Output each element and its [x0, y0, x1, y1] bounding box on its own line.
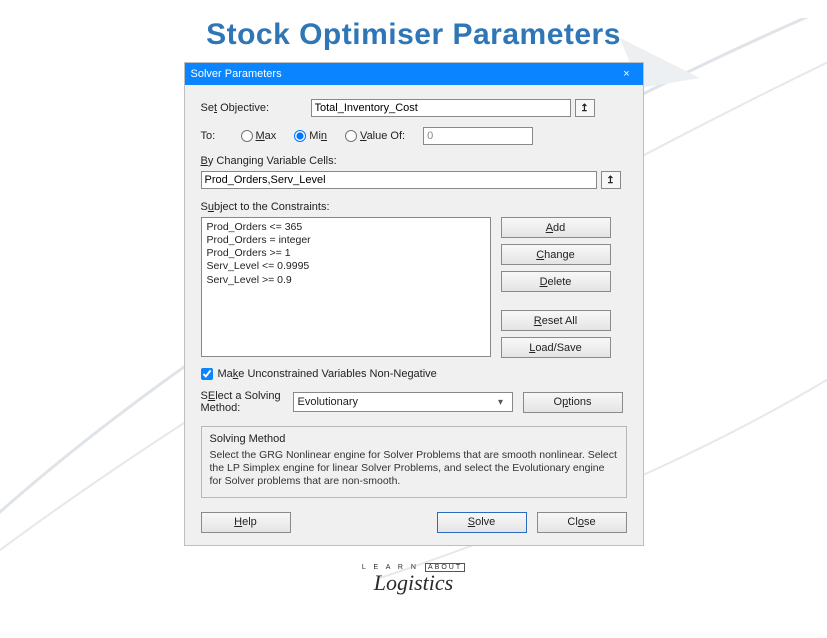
method-select-value: Evolutionary [298, 396, 359, 408]
chevron-down-icon: ▾ [494, 395, 508, 409]
to-label: To: [201, 130, 241, 142]
add-button[interactable]: Add [501, 217, 611, 238]
constraints-listbox[interactable]: Prod_Orders <= 365 Prod_Orders = integer… [201, 217, 491, 357]
reset-all-button[interactable]: Reset All [501, 310, 611, 331]
radio-max-label: Max [256, 130, 277, 142]
titlebar-title: Solver Parameters [191, 68, 617, 80]
delete-button[interactable]: Delete [501, 271, 611, 292]
page-title: Stock Optimiser Parameters [0, 18, 827, 52]
logo-main: Logistics [0, 570, 827, 596]
radio-valueof-input[interactable] [345, 130, 357, 142]
objective-input[interactable] [311, 99, 571, 117]
method-label: SElect a Solving Method: [201, 390, 283, 414]
radio-valueof[interactable]: Value Of: [345, 130, 405, 142]
changing-input[interactable] [201, 171, 597, 189]
radio-min-label: Min [309, 130, 327, 142]
radio-valueof-label: Value Of: [360, 130, 405, 142]
changing-ref-button[interactable]: ↥ [601, 171, 621, 189]
solving-method-box: Solving Method Select the GRG Nonlinear … [201, 426, 627, 497]
constraints-label: Subject to the Constraints: [201, 201, 627, 213]
objective-ref-button[interactable]: ↥ [575, 99, 595, 117]
method-select[interactable]: Evolutionary ▾ [293, 392, 513, 412]
titlebar: Solver Parameters × [185, 63, 643, 85]
set-objective-label: Set Objective: [201, 102, 311, 114]
radio-max[interactable]: Max [241, 130, 277, 142]
solving-method-body: Select the GRG Nonlinear engine for Solv… [210, 449, 618, 488]
changing-label: By Changing Variable Cells: [201, 155, 627, 167]
solving-method-title: Solving Method [210, 433, 618, 445]
non-negative-label: Make Unconstrained Variables Non-Negativ… [218, 368, 437, 380]
options-button[interactable]: Options [523, 392, 623, 413]
solver-dialog: Solver Parameters × Set Objective: ↥ To:… [184, 62, 644, 546]
close-button[interactable]: Close [537, 512, 627, 533]
solve-button[interactable]: Solve [437, 512, 527, 533]
radio-min[interactable]: Min [294, 130, 327, 142]
radio-max-input[interactable] [241, 130, 253, 142]
change-button[interactable]: Change [501, 244, 611, 265]
radio-min-input[interactable] [294, 130, 306, 142]
help-button[interactable]: Help [201, 512, 291, 533]
close-icon[interactable]: × [617, 68, 637, 80]
load-save-button[interactable]: Load/Save [501, 337, 611, 358]
non-negative-checkbox[interactable] [201, 368, 213, 380]
logo: L E A R N ABOUT Logistics [0, 556, 827, 596]
valueof-input[interactable] [423, 127, 533, 145]
